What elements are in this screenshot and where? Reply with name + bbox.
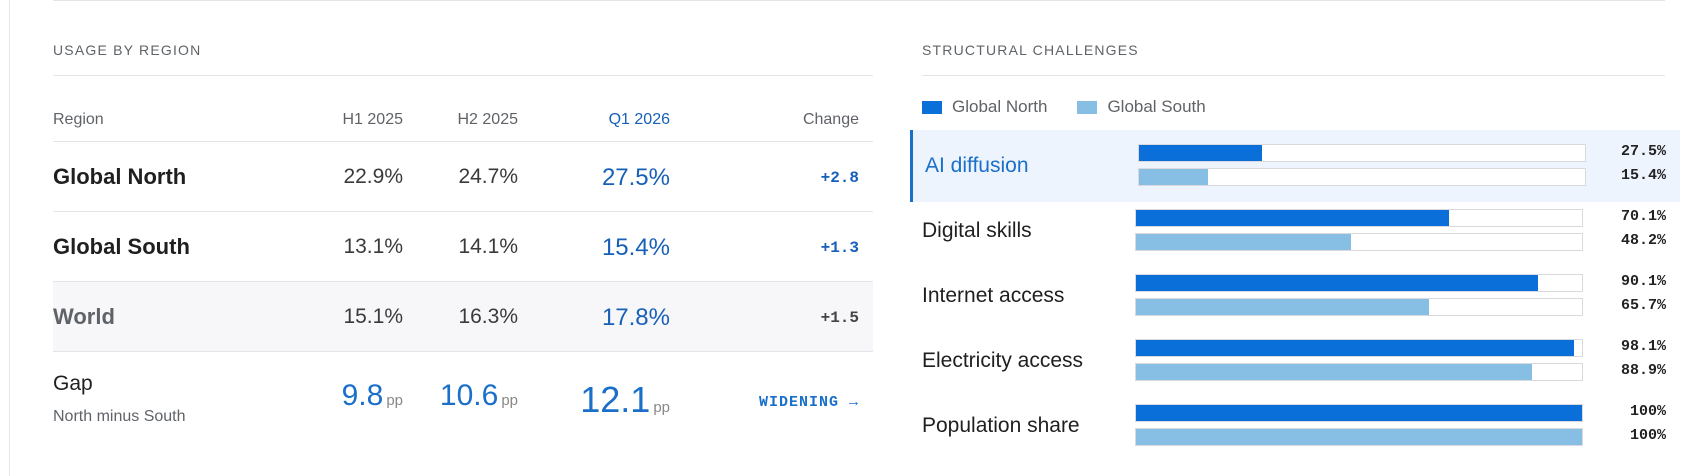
data-label-global-north: 100% <box>1629 403 1666 420</box>
gap-value-h2-2025: 10.6 pp <box>440 379 518 413</box>
usage-panel-title: USAGE BY REGION <box>53 42 202 58</box>
bar-track-global-south <box>1135 233 1583 251</box>
bar-track-global-south <box>1135 428 1583 446</box>
gap-number: 9.8 <box>341 379 384 412</box>
value-h2-2025: 14.1% <box>458 235 518 258</box>
bar-global-south <box>1136 429 1582 445</box>
bar-global-north <box>1136 275 1538 291</box>
value-h2-2025: 24.7% <box>458 165 518 188</box>
data-label-global-north: 27.5% <box>1620 143 1666 160</box>
data-label-global-south: 15.4% <box>1620 167 1666 184</box>
value-q1-2026: 27.5% <box>601 164 670 191</box>
bar-global-north <box>1139 145 1262 161</box>
bar-global-north <box>1136 340 1574 356</box>
category-label: Internet access <box>922 284 1065 307</box>
bar-global-south <box>1136 234 1351 250</box>
column-header-change: Change <box>802 111 859 128</box>
chart-row-ai-diffusion: AI diffusion 27.5% 15.4% <box>910 130 1680 202</box>
usage-panel-title-divider <box>53 75 873 76</box>
bar-global-north <box>1136 405 1582 421</box>
bar-track-global-north <box>1138 144 1586 162</box>
data-label-global-south: 65.7% <box>1620 297 1666 314</box>
legend-swatch-global-south <box>1077 100 1098 114</box>
chart-row-population-share: Population share 100% 100% <box>910 390 1680 462</box>
gap-unit: pp <box>386 392 403 409</box>
value-h1-2025: 13.1% <box>343 235 403 258</box>
data-label-global-south: 100% <box>1629 427 1666 444</box>
data-label-global-north: 70.1% <box>1620 208 1666 225</box>
panel-top-divider <box>53 0 1665 1</box>
data-label-global-north: 90.1% <box>1620 273 1666 290</box>
bar-track-global-south <box>1135 298 1583 316</box>
value-h1-2025: 22.9% <box>343 165 403 188</box>
gap-unit: pp <box>653 399 670 416</box>
region-name: Global South <box>53 234 190 259</box>
legend-label: Global South <box>1107 97 1206 116</box>
challenges-panel-title: STRUCTURAL CHALLENGES <box>922 42 1139 58</box>
column-header-q1-2026: Q1 2026 <box>608 111 670 128</box>
category-label: Population share <box>922 414 1080 437</box>
bar-track-global-south <box>1135 363 1583 381</box>
usage-table: Region H1 2025 H2 2025 Q1 2026 Change Gl… <box>53 104 873 427</box>
column-header-h1-2025: H1 2025 <box>342 111 404 128</box>
bar-global-south <box>1136 299 1430 315</box>
value-q1-2026: 17.8% <box>601 304 670 331</box>
panel-left-border <box>9 0 10 476</box>
table-header-row: Region H1 2025 H2 2025 Q1 2026 Change <box>53 104 873 142</box>
gap-sublabel: North minus South <box>53 408 186 425</box>
bar-global-south <box>1139 169 1208 185</box>
table-row-world: World 15.1% 16.3% 17.8% +1.5 <box>53 282 873 352</box>
category-label: AI diffusion <box>925 154 1029 177</box>
data-label-global-south: 48.2% <box>1620 232 1666 249</box>
chart-row-digital-skills: Digital skills 70.1% 48.2% <box>910 195 1680 267</box>
bar-track-global-south <box>1138 168 1586 186</box>
table-row-gap: Gap North minus South 9.8 pp 10.6 pp 12.1 p… <box>53 352 873 427</box>
bar-global-north <box>1136 210 1449 226</box>
challenges-panel-title-divider <box>922 75 1665 76</box>
value-change: +2.8 <box>820 169 859 187</box>
category-label: Digital skills <box>922 219 1032 242</box>
chart-legend: Global North Global South <box>922 97 1236 117</box>
category-label: Electricity access <box>922 349 1084 372</box>
bar-global-south <box>1136 364 1533 380</box>
legend-label: Global North <box>952 97 1048 116</box>
chart-row-electricity-access: Electricity access 98.1% 88.9% <box>910 325 1680 397</box>
value-h1-2025: 15.1% <box>343 305 403 328</box>
data-label-global-south: 88.9% <box>1620 362 1666 379</box>
region-name: Global North <box>53 164 187 189</box>
gap-value-q1-2026: 12.1 pp <box>580 379 670 421</box>
bar-track-global-north <box>1135 339 1583 357</box>
chart-row-internet-access: Internet access 90.1% 65.7% <box>910 260 1680 332</box>
legend-swatch-global-north <box>922 100 942 114</box>
gap-number: 10.6 <box>439 379 499 412</box>
legend-item-global-north: Global North <box>922 97 1047 117</box>
legend-item-global-south: Global South <box>1077 97 1206 117</box>
value-q1-2026: 15.4% <box>601 234 670 261</box>
gap-trend-indicator: WIDENING → <box>758 394 859 411</box>
bar-track-global-north <box>1135 274 1583 292</box>
value-h2-2025: 16.3% <box>458 305 518 328</box>
column-header-h2-2025: H2 2025 <box>457 111 519 128</box>
value-change: +1.3 <box>820 239 859 257</box>
value-change: +1.5 <box>820 309 859 327</box>
gap-value-h1-2025: 9.8 pp <box>342 379 403 413</box>
table-row-global-south: Global South 13.1% 14.1% 15.4% +1.3 <box>53 212 873 282</box>
gap-label: Gap <box>53 372 93 395</box>
table-row-global-north: Global North 22.9% 24.7% 27.5% +2.8 <box>53 142 873 212</box>
column-header-region: Region <box>53 111 104 128</box>
bar-track-global-north <box>1135 404 1583 422</box>
region-name: World <box>53 304 115 329</box>
data-label-global-north: 98.1% <box>1620 338 1666 355</box>
bar-track-global-north <box>1135 209 1583 227</box>
gap-unit: pp <box>501 392 518 409</box>
gap-number: 12.1 <box>580 379 651 420</box>
